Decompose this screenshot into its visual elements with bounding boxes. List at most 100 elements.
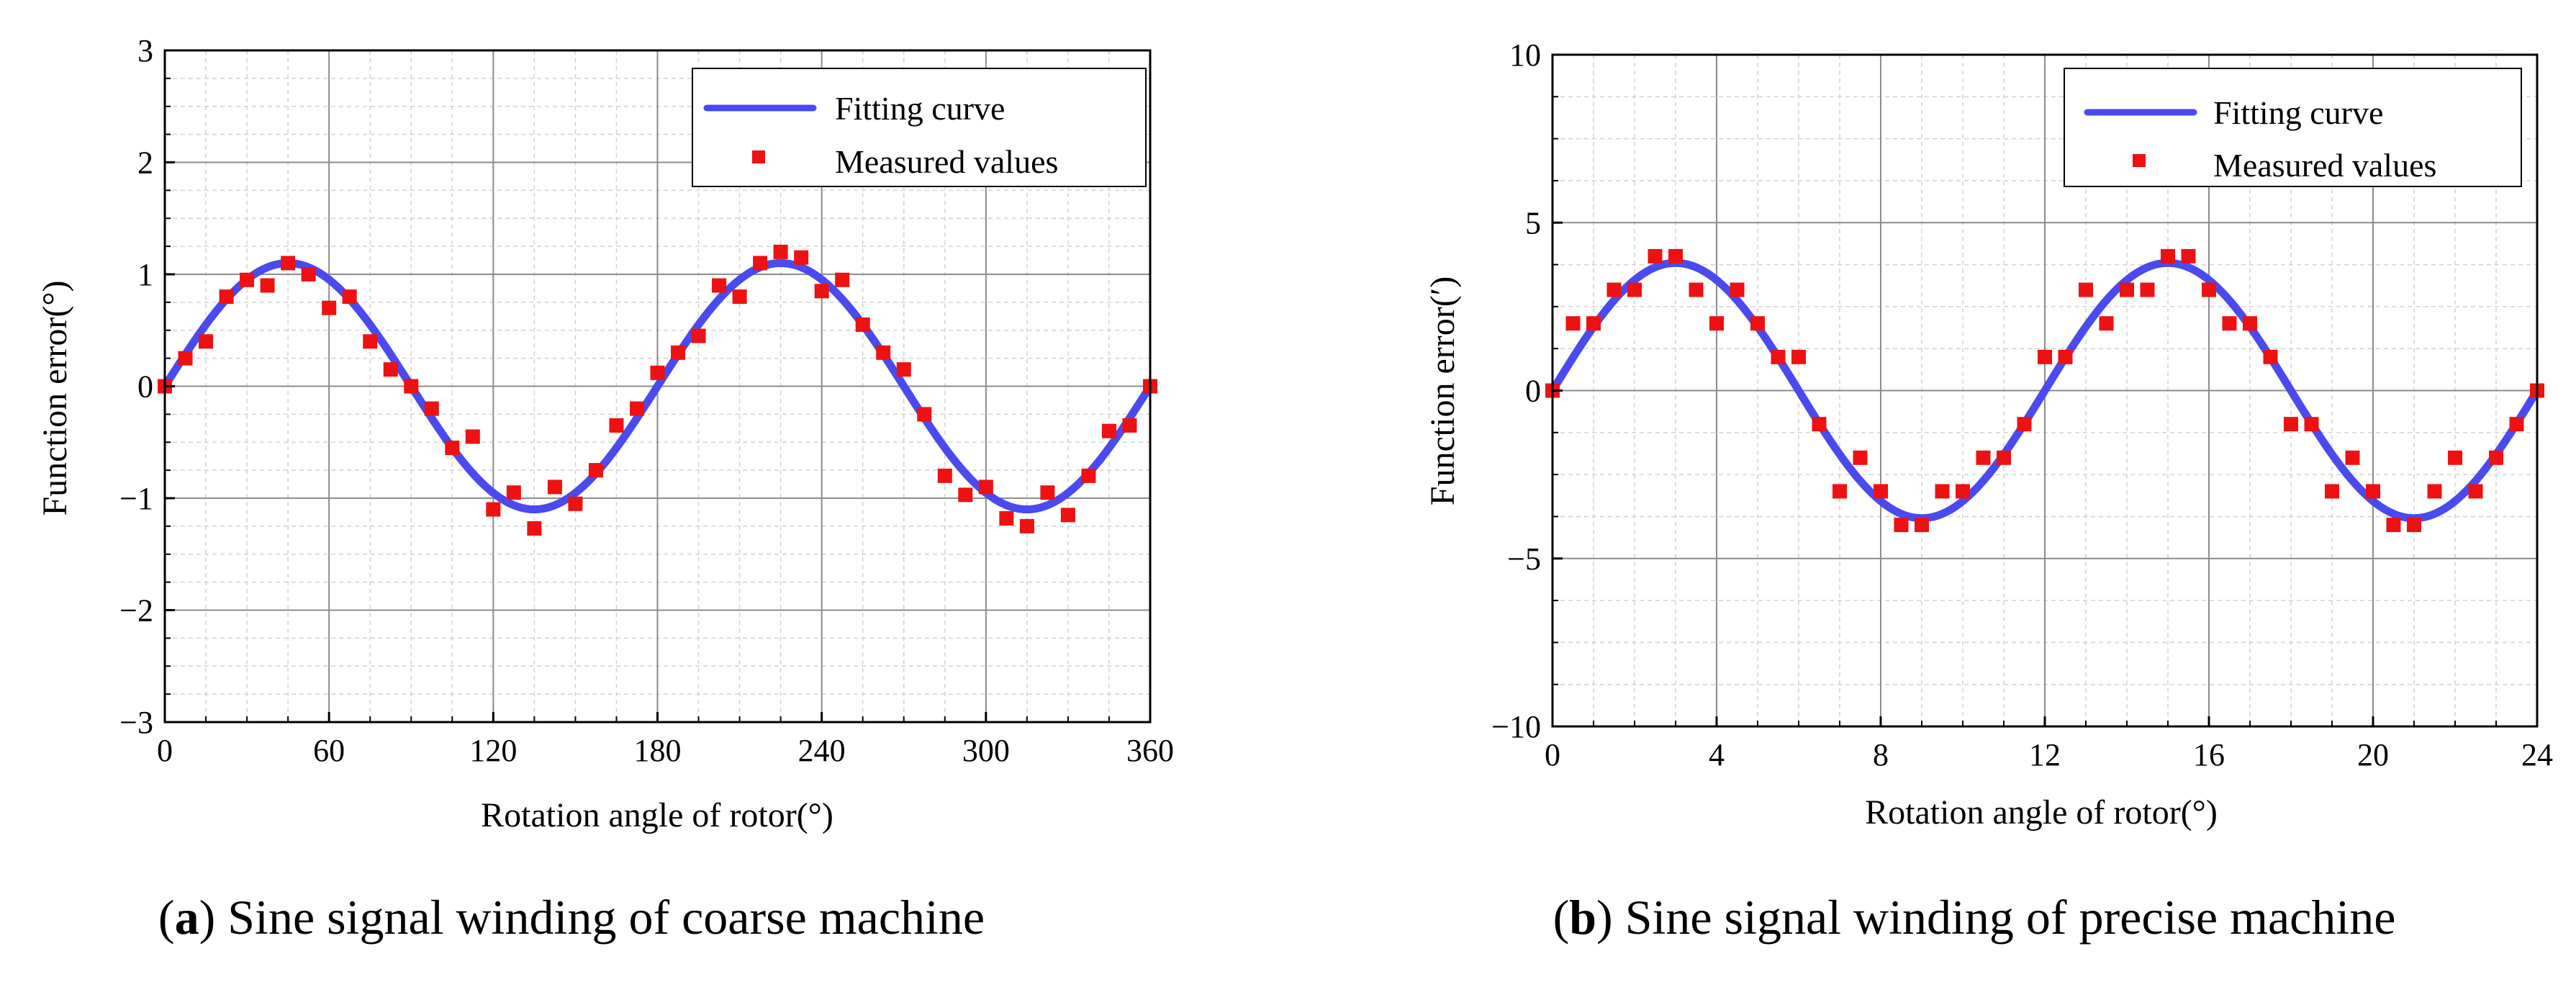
measured-point (1689, 282, 1704, 297)
measured-point (2345, 450, 2360, 465)
measured-point (2140, 282, 2155, 297)
measured-point (404, 379, 419, 394)
y-tick-label: 0 (1525, 374, 1541, 409)
x-tick-label: 24 (2521, 737, 2553, 772)
x-axis-label: Rotation angle of rotor(°) (1865, 793, 2218, 832)
x-tick-label: 300 (962, 733, 1010, 768)
measured-point (1019, 518, 1034, 533)
measured-point (1874, 484, 1888, 499)
measured-point (712, 278, 727, 293)
measured-point (2017, 417, 2032, 432)
measured-point (1668, 248, 1683, 263)
caption-text: Sine signal winding of coarse machine (227, 890, 985, 945)
measured-point (896, 362, 911, 377)
measured-point (2058, 349, 2073, 364)
measured-point (1771, 349, 1786, 364)
measured-point (999, 510, 1014, 526)
caption-letter: a (175, 890, 199, 945)
measured-point (1730, 282, 1745, 297)
measured-point (342, 289, 357, 305)
measured-point (1976, 450, 1991, 465)
x-tick-label: 60 (313, 733, 345, 768)
measured-point (445, 441, 460, 456)
measured-point (2079, 282, 2093, 297)
y-tick-label: −5 (1507, 541, 1541, 577)
panel-b: 0 4 8 12 16 20 24 −10 −5 0 5 10 Fitting curve Measu… (1424, 37, 2553, 945)
measured-point (2284, 417, 2298, 432)
legend-box (692, 68, 1147, 187)
y-tick-label: 1 (137, 257, 153, 292)
caption-letter: b (1569, 890, 1596, 945)
measured-point (1081, 468, 1096, 483)
measured-point (629, 401, 644, 416)
measured-point (1935, 484, 1950, 499)
measured-point (260, 278, 275, 293)
y-axis-label: Function error(′) (1424, 276, 1462, 505)
fit-curve (1548, 258, 2541, 523)
measured-point (917, 407, 932, 422)
measured-point (2366, 484, 2380, 499)
measured-point (2099, 316, 2114, 331)
measured-point (794, 250, 809, 265)
measured-point (2181, 248, 2196, 263)
y-tick-label: 2 (137, 145, 153, 181)
measured-point (588, 463, 603, 478)
measured-point (958, 487, 973, 503)
legend: Fitting curve Measured values (2064, 68, 2522, 187)
measured-point (1750, 316, 1765, 331)
measured-point (1709, 316, 1724, 331)
legend-fit-label: Fitting curve (2213, 94, 2383, 131)
legend-measured-label: Measured values (835, 143, 1058, 180)
measured-point (876, 345, 891, 360)
y-tick-label: 3 (137, 33, 153, 68)
fit-curve-group (1548, 258, 2541, 523)
measured-point (1791, 349, 1806, 364)
y-tick-label: −10 (1491, 709, 1541, 744)
measured-point (1101, 423, 1116, 438)
measured-point (671, 345, 686, 360)
measured-point (2386, 518, 2401, 533)
measured-points (158, 244, 1157, 536)
measured-point (301, 267, 316, 281)
measured-point (2120, 282, 2134, 297)
measured-point (2202, 282, 2216, 297)
panel-a: 0 60 120 180 240 300 360 −3 −2 −1 0 1 2 3 Fitting cur… (36, 33, 1174, 945)
measured-point (2427, 484, 2442, 499)
measured-point (363, 334, 378, 349)
measured-point (1832, 484, 1847, 499)
y-tick-label: 5 (1525, 205, 1541, 240)
tick-labels: 0 4 8 12 16 20 24 −10 −5 0 5 10 (1491, 37, 2553, 772)
tick-labels: 0 60 120 180 240 300 360 −3 −2 −1 0 1 2 3 (119, 33, 1174, 768)
measured-point (691, 328, 706, 343)
measured-point (2222, 316, 2237, 331)
measured-point (773, 244, 788, 259)
x-tick-label: 12 (2029, 737, 2061, 772)
legend: Fitting curve Measured values (692, 68, 1147, 187)
x-tick-label: 360 (1126, 733, 1174, 768)
y-tick-label: −1 (119, 481, 153, 516)
measured-point (1956, 484, 1970, 499)
measured-point (2448, 450, 2462, 465)
measured-point (1853, 450, 1868, 465)
measured-point (281, 256, 296, 271)
legend-measured-label: Measured values (2213, 147, 2436, 184)
measured-point (1915, 518, 1929, 533)
measured-point (486, 502, 501, 517)
measured-point (465, 429, 480, 444)
measured-point (2468, 484, 2483, 499)
measured-point (814, 284, 829, 299)
x-tick-label: 4 (1709, 737, 1725, 772)
axes-frame (1551, 53, 2539, 728)
measured-point (2489, 450, 2503, 465)
measured-point (1894, 518, 1909, 533)
measured-point (1565, 316, 1581, 331)
measured-point (2407, 518, 2421, 533)
measured-point (2304, 417, 2319, 432)
y-axis-label: Function error(°) (36, 280, 74, 515)
x-tick-label: 0 (1545, 737, 1560, 772)
x-tick-label: 0 (157, 733, 173, 768)
measured-point (2243, 316, 2257, 331)
legend-fit-label: Fitting curve (835, 90, 1005, 127)
measured-point (1648, 248, 1663, 263)
measured-point (2509, 417, 2524, 432)
